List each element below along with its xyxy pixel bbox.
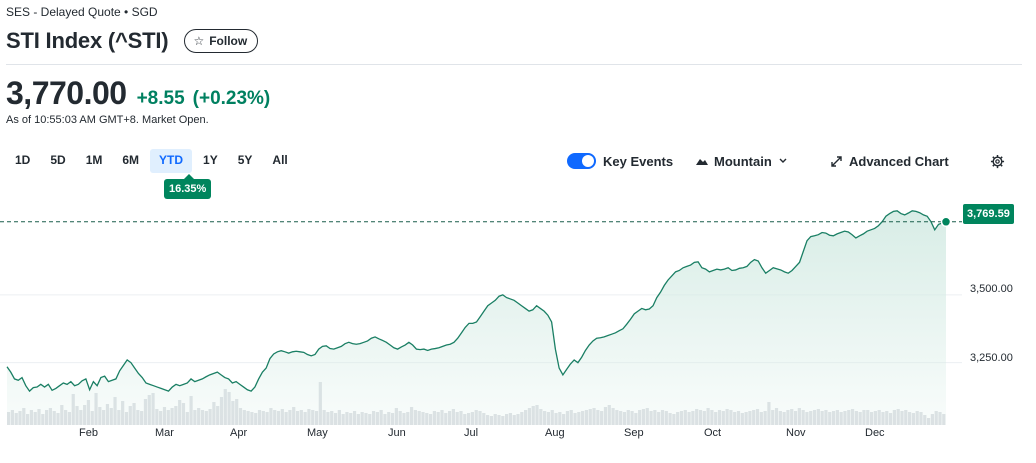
range-selector: 1D 5D 1M 6M YTD 1Y 5Y All bbox=[6, 149, 299, 173]
advanced-chart-button[interactable]: Advanced Chart bbox=[830, 151, 949, 171]
last-price-dot bbox=[940, 216, 952, 228]
range-1y[interactable]: 1Y bbox=[203, 153, 218, 167]
range-5d[interactable]: 5D bbox=[50, 153, 66, 167]
chart-settings-button[interactable] bbox=[990, 151, 1005, 171]
x-tick-label: May bbox=[307, 427, 328, 439]
exchange-line: SES - Delayed Quote • SGD bbox=[6, 5, 158, 19]
advanced-chart-label: Advanced Chart bbox=[849, 153, 949, 169]
x-tick-label: Nov bbox=[786, 427, 806, 439]
chart-type-dropdown[interactable]: Mountain bbox=[696, 151, 788, 171]
price-line bbox=[6, 210, 947, 393]
x-tick-label: Dec bbox=[865, 427, 885, 439]
range-5y[interactable]: 5Y bbox=[237, 153, 253, 167]
price-area bbox=[7, 210, 946, 425]
title-row: STI Index (^STI) ☆ Follow bbox=[6, 28, 259, 54]
expand-icon bbox=[831, 155, 842, 167]
range-6m[interactable]: 6M bbox=[122, 153, 140, 167]
x-tick-label: Jul bbox=[464, 427, 479, 439]
ytd-return-badge: 16.35% bbox=[164, 174, 212, 199]
y-tick-label: 3,500.00 bbox=[970, 283, 1013, 295]
quote-timestamp: As of 10:55:03 AM GMT+8. Market Open. bbox=[6, 114, 209, 126]
divider bbox=[6, 64, 1022, 65]
x-tick-label: Feb bbox=[79, 427, 98, 439]
toggle-knob bbox=[582, 155, 594, 167]
x-tick-label: Mar bbox=[155, 427, 174, 439]
range-1d[interactable]: 1D bbox=[15, 153, 31, 167]
range-ytd[interactable]: YTD bbox=[150, 149, 193, 173]
x-tick-label: Oct bbox=[704, 427, 722, 439]
key-events-label: Key Events bbox=[603, 153, 674, 169]
key-events-toggle[interactable] bbox=[567, 153, 596, 169]
quote-row: 3,770.00 +8.55 (+0.23%) bbox=[6, 75, 270, 112]
range-all[interactable]: All bbox=[272, 153, 288, 167]
chevron-down-icon bbox=[779, 158, 787, 163]
price-change-percent: (+0.23%) bbox=[192, 88, 271, 109]
chart-type-label: Mountain bbox=[714, 153, 772, 169]
mountain-icon bbox=[696, 159, 708, 165]
gear-icon bbox=[990, 154, 1005, 168]
follow-button[interactable]: ☆ Follow bbox=[184, 29, 259, 53]
x-tick-label: Apr bbox=[230, 427, 248, 439]
x-tick-label: Jun bbox=[388, 427, 406, 439]
follow-label: Follow bbox=[209, 34, 248, 48]
x-tick-label: Sep bbox=[624, 427, 644, 439]
y-tick-label: 3,250.00 bbox=[970, 352, 1013, 364]
current-price: 3,770.00 bbox=[6, 75, 127, 111]
range-1m[interactable]: 1M bbox=[85, 153, 103, 167]
star-outline-icon: ☆ bbox=[193, 34, 205, 48]
key-events-control[interactable]: Key Events bbox=[567, 151, 673, 171]
x-tick-label: Aug bbox=[545, 427, 565, 439]
last-price-tag: 3,769.59 bbox=[963, 204, 1014, 224]
price-change: +8.55 bbox=[136, 88, 185, 109]
page-title: STI Index (^STI) bbox=[6, 28, 169, 53]
